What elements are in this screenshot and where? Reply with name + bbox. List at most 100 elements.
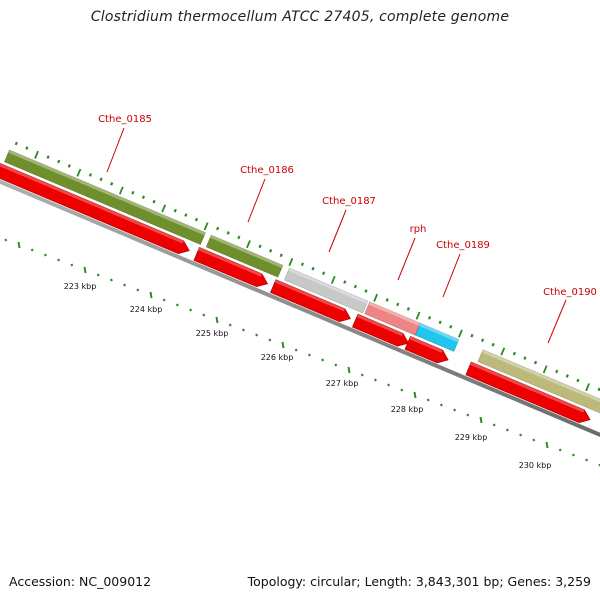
outer-tick: [512, 351, 516, 356]
gene-block-cthe-0185[interactable]: [3, 149, 206, 245]
outer-tick: [99, 177, 103, 182]
kbp-minor-tick: [519, 433, 523, 437]
cds-arrow[interactable]: [0, 153, 190, 255]
kbp-minor-tick: [307, 353, 311, 357]
outer-tick: [76, 168, 82, 177]
outer-tick: [555, 369, 559, 374]
kbp-minor-tick: [202, 313, 206, 317]
gene-label-cthe-0189[interactable]: Cthe_0189: [436, 240, 490, 251]
outer-tick: [438, 320, 442, 325]
gene-label-cthe-0186[interactable]: Cthe_0186: [240, 165, 294, 176]
kbp-minor-tick: [123, 283, 127, 287]
kbp-label: 225 kbp: [196, 329, 229, 338]
outer-tick: [565, 374, 569, 378]
outer-tick: [216, 226, 220, 231]
kbp-minor-tick: [294, 348, 298, 352]
kbp-minor-tick: [360, 373, 364, 377]
cds-arrow-highlight: [0, 163, 184, 244]
kbp-minor-tick: [255, 333, 259, 337]
kbp-major-tick: [215, 316, 219, 324]
gene-label-cthe-0185[interactable]: Cthe_0185: [98, 114, 152, 125]
gene-block-cthe-0187[interactable]: [284, 267, 369, 314]
outer-tick: [46, 155, 50, 159]
gene-block-highlight: [210, 235, 283, 268]
kbp-major-tick: [479, 416, 483, 424]
kbp-minor-tick: [571, 453, 575, 457]
gene-block-cthe-0186[interactable]: [205, 234, 284, 278]
cds-arrow[interactable]: [270, 279, 351, 323]
cds-arrow-highlight: [198, 247, 262, 277]
outer-tick: [576, 378, 580, 383]
kbp-label-set: 223 kbp 224 kbp 225 kbp 226 kbp 227 kbp 228 k…: [64, 282, 552, 470]
outer-tick: [152, 199, 156, 204]
gene-block-track: [3, 149, 600, 415]
kbp-minor-tick: [321, 358, 325, 362]
kbp-minor-tick: [426, 398, 430, 402]
kbp-minor-tick: [57, 258, 61, 262]
cds-arrow[interactable]: [352, 313, 410, 347]
gene-leader-line-cthe-0185: [106, 127, 125, 173]
kbp-label: 227 kbp: [326, 379, 359, 388]
kbp-minor-tick: [492, 423, 496, 427]
cds-arrow[interactable]: [465, 361, 591, 424]
outer-tick: [322, 271, 326, 275]
outer-tick: [184, 213, 188, 217]
outer-tick: [330, 275, 336, 284]
outer-tick: [491, 342, 495, 347]
outer-tick: [523, 356, 527, 360]
outer-tick: [226, 231, 230, 235]
gene-label-cthe-0190[interactable]: Cthe_0190: [543, 287, 597, 298]
map-title: Clostridium thermocellum ATCC 27405, com…: [90, 9, 510, 25]
gene-block-highlight: [368, 301, 421, 326]
kbp-minor-tick: [4, 238, 8, 242]
kbp-minor-tick: [532, 438, 536, 442]
outer-tick: [343, 280, 347, 284]
gene-label-cthe-0187[interactable]: Cthe_0187: [322, 196, 376, 207]
kbp-major-tick: [149, 291, 153, 299]
gene-block-highlight: [288, 268, 368, 304]
cds-arrow[interactable]: [193, 247, 269, 288]
kbp-minor-tick: [228, 323, 232, 327]
kbp-minor-tick: [334, 363, 338, 367]
kbp-minor-tick: [70, 263, 74, 267]
gene-block-cthe-0189[interactable]: [414, 322, 460, 352]
gene-block-highlight: [8, 149, 206, 236]
kbp-minor-tick: [558, 448, 562, 452]
cds-arrow[interactable]: [404, 336, 449, 364]
kbp-minor-tick: [162, 298, 166, 302]
kbp-minor-tick: [109, 278, 113, 282]
gene-label-rph[interactable]: rph: [410, 224, 427, 235]
outer-tick: [141, 195, 146, 200]
kbp-major-tick: [347, 366, 351, 374]
outer-tick: [269, 249, 273, 253]
gene-block-cthe-0190[interactable]: [477, 349, 600, 415]
gene-block-highlight: [481, 349, 600, 403]
outer-tick: [57, 159, 61, 164]
kbp-label: 228 kbp: [391, 405, 424, 414]
backbone-line: [0, 179, 600, 437]
outer-tick: [542, 365, 548, 374]
gene-leader-line-rph: [397, 237, 416, 281]
kbp-minor-tick: [175, 303, 179, 307]
outer-tick: [449, 324, 453, 329]
outer-tick: [258, 244, 262, 249]
outer-tick: [458, 329, 463, 338]
kbp-minor-tick: [96, 273, 100, 277]
outer-tick: [406, 307, 410, 311]
cds-arrow-highlight: [409, 336, 443, 353]
kbp-minor-tick: [189, 308, 193, 312]
kbp-minor-tick: [373, 378, 377, 382]
kbp-label: 226 kbp: [261, 353, 294, 362]
kbp-minor-tick: [505, 428, 509, 432]
kbp-minor-tick: [400, 388, 404, 392]
outer-tick: [585, 383, 590, 392]
outer-tick: [194, 217, 199, 222]
outer-tick: [533, 360, 538, 365]
kbp-major-tick: [281, 341, 285, 349]
outer-tick: [353, 284, 357, 289]
outer-tick-ring: [14, 141, 600, 392]
outer-tick: [385, 298, 389, 302]
outer-tick: [161, 204, 167, 213]
outer-tick: [131, 190, 135, 195]
